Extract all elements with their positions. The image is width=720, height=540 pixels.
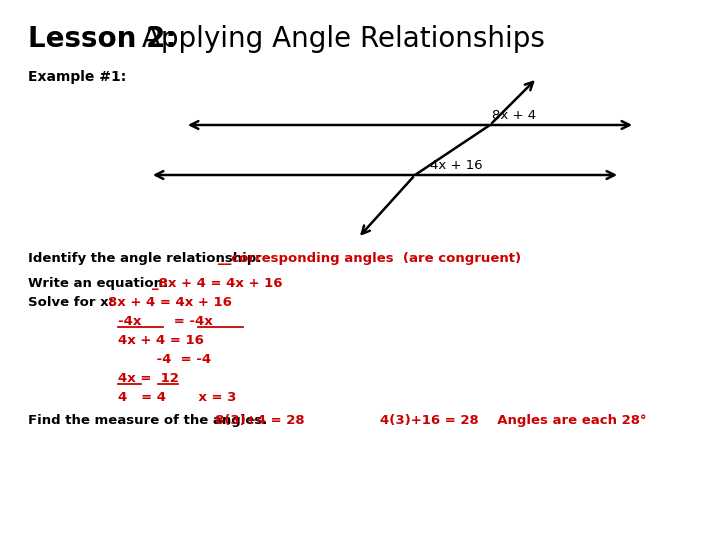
Text: 8(3)+4 = 28: 8(3)+4 = 28 <box>215 414 305 427</box>
Text: 4   = 4       x = 3: 4 = 4 x = 3 <box>118 391 236 404</box>
Text: Find the measure of the angles.: Find the measure of the angles. <box>28 414 276 427</box>
Text: Identify the angle relationship:: Identify the angle relationship: <box>28 252 266 265</box>
Text: -4x       = -4x: -4x = -4x <box>118 315 212 328</box>
Text: Applying Angle Relationships: Applying Angle Relationships <box>133 25 545 53</box>
Text: 8x + 4: 8x + 4 <box>492 109 536 122</box>
Text: 4(3)+16 = 28    Angles are each 28°: 4(3)+16 = 28 Angles are each 28° <box>380 414 647 427</box>
Text: Solve for x:: Solve for x: <box>28 296 123 309</box>
Text: __corresponding angles  (are congruent): __corresponding angles (are congruent) <box>218 252 521 265</box>
Text: _8x + 4 = 4x + 16: _8x + 4 = 4x + 16 <box>152 277 282 290</box>
Text: Example #1:: Example #1: <box>28 70 126 84</box>
Text: Write an equation:: Write an equation: <box>28 277 173 290</box>
Text: 4x =  12: 4x = 12 <box>118 372 179 385</box>
Text: 4x + 16: 4x + 16 <box>430 159 482 172</box>
Text: Lesson 2:: Lesson 2: <box>28 25 176 53</box>
Text: 8x + 4 = 4x + 16: 8x + 4 = 4x + 16 <box>108 296 232 309</box>
Text: 4x + 4 = 16: 4x + 4 = 16 <box>118 334 204 347</box>
Text: -4  = -4: -4 = -4 <box>138 353 211 366</box>
